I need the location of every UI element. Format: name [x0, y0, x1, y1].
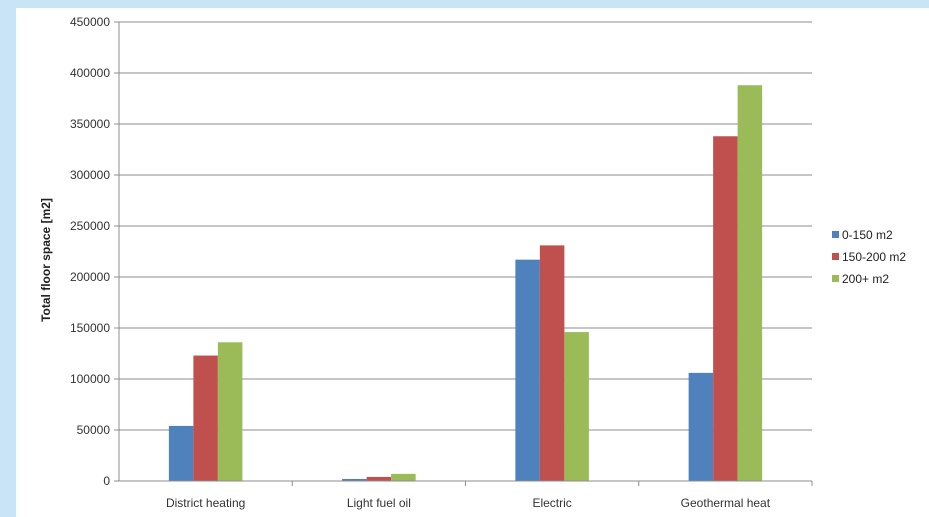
bar [217, 342, 243, 481]
bar [713, 136, 738, 482]
bar [391, 473, 416, 481]
bar [342, 478, 367, 481]
y-tick-label: 50000 [77, 423, 111, 437]
y-tick-label: 350000 [70, 117, 110, 131]
bar [539, 245, 565, 481]
legend-swatch [832, 231, 839, 238]
x-tick-label: District heating [166, 496, 245, 510]
legend: 0-150 m2 150-200 m2 200+ m2 [832, 228, 906, 286]
bar [688, 372, 714, 481]
bar [737, 85, 763, 482]
y-tick-label: 0 [103, 474, 110, 488]
legend-swatch [832, 275, 839, 282]
y-tick-label: 400000 [70, 66, 110, 80]
x-tick-label: Electric [532, 496, 571, 510]
x-tick-label: Geothermal heat [681, 496, 771, 510]
legend-swatch [832, 253, 839, 260]
x-tick-label: Light fuel oil [347, 496, 411, 510]
bars [168, 85, 763, 482]
bar [564, 332, 589, 481]
legend-label: 150-200 m2 [842, 250, 906, 264]
bar [515, 259, 540, 481]
y-tick-label: 450000 [70, 15, 110, 29]
bar [366, 476, 392, 481]
bar [193, 355, 218, 481]
y-tick-label: 200000 [70, 270, 110, 284]
y-tick-label: 150000 [70, 321, 110, 335]
bar [168, 425, 194, 481]
bar-chart: 0 50000 100000 150000 200000 250000 300000 3500… [39, 15, 906, 510]
y-tick-label: 250000 [70, 219, 110, 233]
y-tick-label: 100000 [70, 372, 110, 386]
y-axis-title: Total floor space [m2] [39, 198, 53, 322]
axes: 0 50000 100000 150000 200000 250000 300000 3500… [70, 15, 813, 510]
y-tick-label: 300000 [70, 168, 110, 182]
chart-panel: 0 50000 100000 150000 200000 250000 300000 3500… [16, 8, 929, 517]
legend-label: 200+ m2 [842, 272, 889, 286]
legend-label: 0-150 m2 [842, 228, 893, 242]
